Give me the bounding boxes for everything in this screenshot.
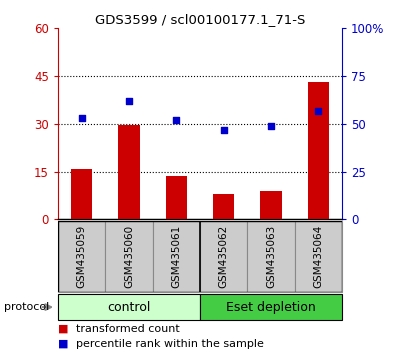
Text: GSM435062: GSM435062 — [219, 225, 229, 288]
Bar — [58, 221, 105, 292]
Text: GSM435063: GSM435063 — [266, 225, 276, 288]
Text: ■: ■ — [58, 324, 68, 334]
Bar — [308, 82, 329, 219]
Text: protocol: protocol — [4, 302, 49, 312]
Text: ■: ■ — [58, 339, 68, 349]
Bar — [166, 176, 187, 219]
Text: GSM435060: GSM435060 — [124, 225, 134, 288]
Text: GSM435064: GSM435064 — [313, 225, 323, 288]
Text: Eset depletion: Eset depletion — [226, 301, 316, 314]
Bar — [247, 221, 295, 292]
Bar — [153, 221, 200, 292]
Text: control: control — [107, 301, 151, 314]
Point — [78, 115, 85, 121]
Title: GDS3599 / scl00100177.1_71-S: GDS3599 / scl00100177.1_71-S — [95, 13, 305, 26]
Bar — [200, 294, 342, 320]
Text: transformed count: transformed count — [76, 324, 180, 334]
Bar — [295, 221, 342, 292]
Point — [126, 98, 132, 104]
Point — [268, 123, 274, 129]
Text: GSM435061: GSM435061 — [171, 225, 181, 288]
Bar — [213, 194, 234, 219]
Text: GSM435059: GSM435059 — [77, 225, 87, 288]
Bar — [200, 221, 247, 292]
Point — [173, 117, 180, 123]
Bar — [58, 294, 200, 320]
Text: percentile rank within the sample: percentile rank within the sample — [76, 339, 264, 349]
Bar — [71, 169, 92, 219]
Point — [220, 127, 227, 132]
Bar — [260, 191, 282, 219]
Bar — [105, 221, 153, 292]
Point — [315, 108, 322, 113]
Bar — [118, 126, 140, 219]
